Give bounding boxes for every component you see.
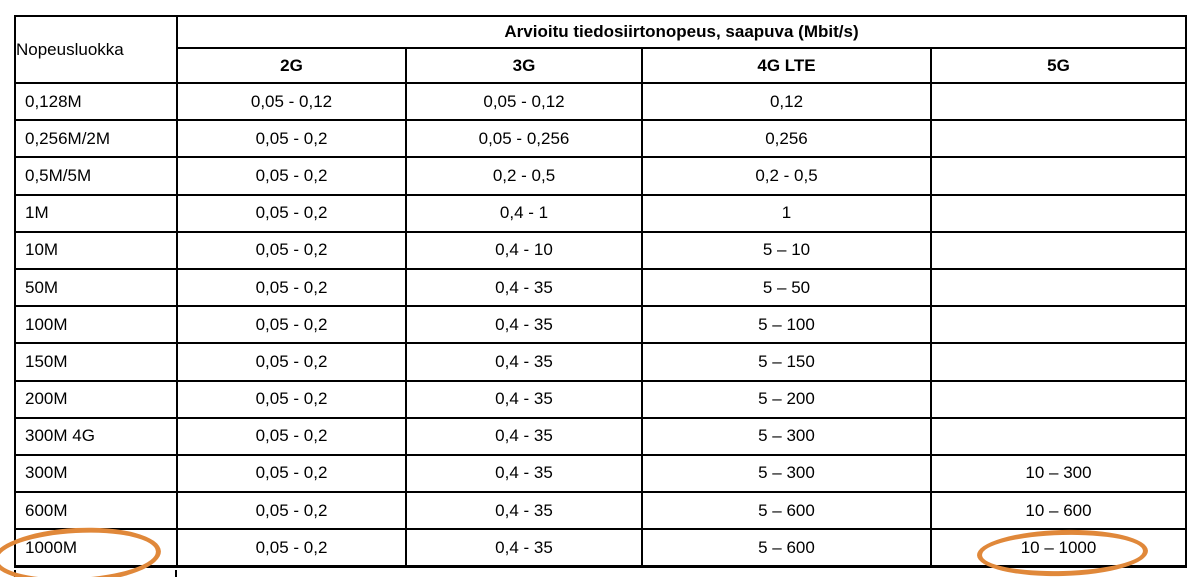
table-row: 0,256M/2M 0,05 - 0,2 0,05 - 0,256 0,256 (14, 119, 1188, 159)
group-header-row: Nopeusluokka Arvioitu tiedosiirtonopeus,… (14, 15, 1188, 84)
speed-class-cell: 100M (14, 305, 178, 345)
table-body: 0,128M 0,05 - 0,12 0,05 - 0,12 0,12 0,256M/2… (14, 81, 1188, 568)
speed-value-cell: 0,2 - 0,5 (641, 156, 932, 196)
header-nopeusluokka: Nopeusluokka (14, 15, 178, 84)
speed-value-cell: 0,05 - 0,2 (176, 230, 407, 270)
speed-value-cell (929, 379, 1188, 419)
header-tech-2g: 2G (176, 47, 407, 84)
table-row: 1000M 0,05 - 0,2 0,4 - 35 5 – 600 10 – 1000 (14, 528, 1188, 568)
header-estimated-transfer-speed: Arvioitu tiedosiirtonopeus, saapuva (Mbi… (175, 15, 1188, 49)
speed-value-cell (929, 119, 1188, 159)
speed-value-cell: 5 – 300 (641, 416, 932, 456)
speed-value-cell: 0,4 - 10 (405, 230, 643, 270)
table-row: 50M 0,05 - 0,2 0,4 - 35 5 – 50 (14, 267, 1188, 308)
speed-value-cell: 0,4 - 35 (405, 528, 643, 568)
speed-value-cell (929, 342, 1188, 382)
table-row: 0,128M 0,05 - 0,12 0,05 - 0,12 0,12 (14, 81, 1188, 122)
speed-value-cell: 5 – 300 (641, 453, 932, 494)
speed-value-cell (929, 81, 1188, 122)
speed-class-cell: 600M (14, 491, 178, 531)
speed-value-cell: 0,12 (641, 81, 932, 122)
speed-value-cell (929, 305, 1188, 345)
header-tech-5g: 5G (929, 47, 1188, 84)
speed-value-cell (929, 267, 1188, 308)
speed-value-cell: 0,05 - 0,12 (405, 81, 643, 122)
speed-value-cell: 0,4 - 35 (405, 305, 643, 345)
speed-value-cell: 0,05 - 0,2 (176, 379, 407, 419)
speed-value-cell: 5 – 600 (641, 528, 932, 568)
header-tech-3g: 3G (405, 47, 643, 84)
table-row: 200M 0,05 - 0,2 0,4 - 35 5 – 200 (14, 379, 1188, 419)
speed-value-cell: 0,4 - 35 (405, 416, 643, 456)
speed-value-cell: 5 – 100 (641, 305, 932, 345)
speed-value-cell (929, 416, 1188, 456)
speed-value-cell: 5 – 200 (641, 379, 932, 419)
speed-value-cell: 5 – 50 (641, 267, 932, 308)
speed-value-cell: 0,4 - 35 (405, 379, 643, 419)
speed-value-cell: 0,4 - 1 (405, 193, 643, 233)
speed-class-cell: 0,256M/2M (14, 119, 178, 159)
speed-value-cell (929, 156, 1188, 196)
speed-value-cell: 0,05 - 0,2 (176, 193, 407, 233)
table-row: 300M 0,05 - 0,2 0,4 - 35 5 – 300 10 – 300 (14, 453, 1188, 494)
speed-value-cell: 5 – 10 (641, 230, 932, 270)
speed-value-cell: 0,4 - 35 (405, 267, 643, 308)
speed-class-cell: 150M (14, 342, 178, 382)
speed-value-cell: 0,256 (641, 119, 932, 159)
speed-value-cell: 0,4 - 35 (405, 491, 643, 531)
speed-class-cell: 10M (14, 230, 178, 270)
table-row: 600M 0,05 - 0,2 0,4 - 35 5 – 600 10 – 600 (14, 491, 1188, 531)
speed-value-cell: 0,4 - 35 (405, 342, 643, 382)
speed-class-cell: 300M (14, 453, 178, 494)
speed-value-cell: 0,05 - 0,2 (176, 267, 407, 308)
speed-value-cell (929, 230, 1188, 270)
table-row: 150M 0,05 - 0,2 0,4 - 35 5 – 150 (14, 342, 1188, 382)
speed-value-cell: 0,05 - 0,2 (176, 342, 407, 382)
speed-value-cell: 0,05 - 0,2 (176, 453, 407, 494)
speed-value-cell: 0,4 - 35 (405, 453, 643, 494)
speed-value-cell: 0,05 - 0,2 (176, 528, 407, 568)
speed-class-cell: 1000M (14, 528, 178, 568)
speed-class-cell: 300M 4G (14, 416, 178, 456)
speed-class-table: Nopeusluokka Arvioitu tiedosiirtonopeus,… (14, 15, 1188, 568)
speed-value-cell: 0,2 - 0,5 (405, 156, 643, 196)
speed-value-cell: 5 – 150 (641, 342, 932, 382)
speed-value-cell: 0,05 - 0,12 (176, 81, 407, 122)
speed-value-cell: 10 – 300 (929, 453, 1188, 494)
speed-value-cell: 1 (641, 193, 932, 233)
tech-header-row: 2G 3G 4G LTE 5G (15, 47, 1188, 84)
speed-value-cell: 0,05 - 0,256 (405, 119, 643, 159)
speed-value-cell: 0,05 - 0,2 (176, 416, 407, 456)
speed-value-cell: 10 – 1000 (929, 528, 1188, 568)
speed-class-cell: 1M (14, 193, 178, 233)
table-row: 10M 0,05 - 0,2 0,4 - 10 5 – 10 (14, 230, 1188, 270)
cropped-next-row-left-border (14, 570, 16, 577)
speed-class-cell: 0,5M/5M (14, 156, 178, 196)
speed-value-cell: 0,05 - 0,2 (176, 119, 407, 159)
speed-value-cell: 5 – 600 (641, 491, 932, 531)
header-tech-4g-lte: 4G LTE (641, 47, 932, 84)
speed-class-cell: 0,128M (14, 81, 178, 122)
speed-value-cell: 0,05 - 0,2 (176, 305, 407, 345)
speed-class-cell: 50M (14, 267, 178, 308)
speed-value-cell (929, 193, 1188, 233)
speed-value-cell: 0,05 - 0,2 (176, 491, 407, 531)
table-row: 100M 0,05 - 0,2 0,4 - 35 5 – 100 (14, 305, 1188, 345)
speed-value-cell: 0,05 - 0,2 (176, 156, 407, 196)
speed-value-cell: 10 – 600 (929, 491, 1188, 531)
speed-class-cell: 200M (14, 379, 178, 419)
table-row: 0,5M/5M 0,05 - 0,2 0,2 - 0,5 0,2 - 0,5 (14, 156, 1188, 196)
cropped-next-row-column-border (175, 570, 177, 577)
table-row: 300M 4G 0,05 - 0,2 0,4 - 35 5 – 300 (14, 416, 1188, 456)
